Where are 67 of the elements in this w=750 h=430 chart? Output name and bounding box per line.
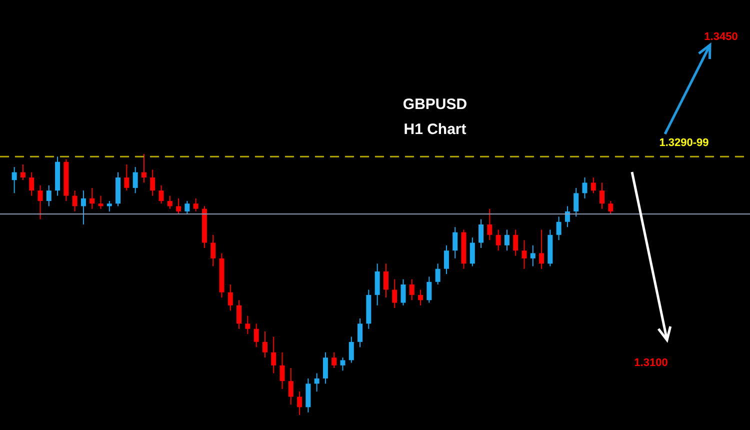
candlestick [435,263,440,285]
candlestick [504,229,510,252]
candlestick [452,226,458,259]
candlestick [288,368,294,406]
candlestick [297,391,302,416]
chart-title: GBPUSD [402,96,468,113]
candlestick [392,278,398,308]
text: 1.3290-99 [659,137,709,149]
candlestick [150,169,156,196]
candlestick [332,352,337,369]
candlestick [556,216,562,241]
candlestick [176,198,182,215]
candlestick [539,229,544,270]
candlestick [193,198,198,212]
candlestick [409,278,414,301]
candlestick [210,234,216,267]
candlestick [80,190,86,225]
candlestick [262,330,268,358]
candlestick [358,318,363,348]
candlestick [470,237,475,267]
candlestick [564,206,570,228]
candlestick [522,240,527,270]
candlestick [530,244,536,267]
candlestick [383,263,388,298]
candlestick [141,154,146,184]
candlestick [29,172,34,196]
candlestick [167,195,172,210]
candlestick [38,184,43,220]
candlestick [90,187,95,210]
candlestick [245,315,250,335]
candlestick [582,176,588,199]
chart-subtitle: H1 Chart [404,121,466,138]
candlestick [46,184,52,207]
candlestick [12,166,17,194]
candlestick [98,195,104,210]
candlestick [418,289,424,306]
candlestick [574,187,579,218]
candlestick [322,352,328,384]
candlestick [426,276,432,304]
candlestick [400,278,406,306]
candlestick [228,284,233,312]
candlestick [600,182,605,210]
candlestick [106,200,112,212]
candlestick [306,378,311,413]
candlestick [280,352,285,390]
candlestick [444,244,449,275]
candlestick [271,336,276,374]
candlestick [184,200,190,215]
candlestick [513,229,518,256]
candlestick [496,229,501,252]
candlestick [590,176,596,194]
candlestick [478,218,484,248]
candlestick [132,166,138,194]
candlestick [158,184,164,204]
candlestick [72,190,78,212]
candlestick [236,300,242,330]
candlestick [487,208,492,241]
text: 1.3100 [634,357,668,369]
candlestick [254,323,259,348]
text: 1.3450 [704,31,738,43]
candlestick [340,357,346,372]
candlestick [348,336,354,364]
candlestick [124,164,130,192]
candlestick [20,164,26,181]
candlestick [608,200,614,215]
candlestick [314,372,320,392]
candlestick [374,263,380,306]
